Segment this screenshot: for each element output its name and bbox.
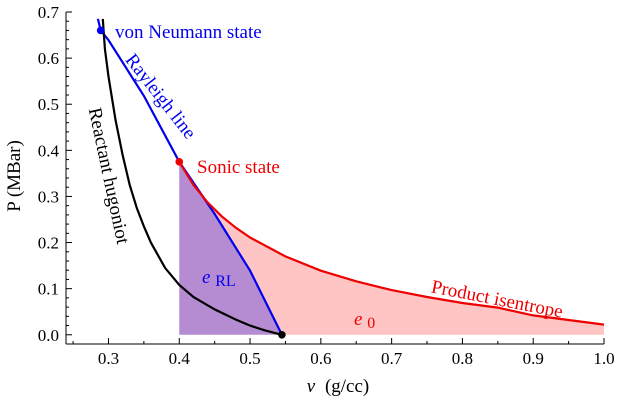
product-curve — [178, 161, 605, 326]
reactant-curve — [101, 18, 283, 336]
x-tick-label: 1.0 — [593, 349, 614, 368]
y-tick-label: 0.7 — [38, 3, 60, 22]
von-neumann-point — [96, 26, 105, 35]
x-tick-label: 0.8 — [452, 349, 473, 368]
e0-main: e — [354, 309, 362, 330]
y-tick-label: 0.6 — [38, 49, 59, 68]
y-tick-label: 0.5 — [38, 95, 59, 114]
state-markers — [96, 26, 286, 339]
e-rl-sub: RL — [215, 273, 235, 290]
sonic-state-label: Sonic state — [197, 157, 280, 178]
von-neumann-label: von Neumann state — [115, 22, 262, 43]
initial-state-point — [278, 330, 286, 339]
x-tick-label: 0.5 — [239, 349, 260, 368]
e-rl-label: e RL — [202, 267, 236, 290]
y-axis-label: P (MBar) — [4, 140, 25, 212]
x-tick-label: 0.7 — [381, 349, 403, 368]
x-tick-label: 0.4 — [169, 349, 191, 368]
shaded-areas — [179, 161, 604, 335]
e0-sub: 0 — [367, 315, 375, 332]
y-tick-label: 0.3 — [38, 187, 59, 206]
e-rl-area — [179, 161, 282, 335]
x-axis-label: v (g/cc) — [307, 376, 370, 397]
x-tick-label: 0.9 — [523, 349, 544, 368]
x-axis-var: v — [307, 376, 316, 397]
x-tick-label: 0.6 — [310, 349, 331, 368]
tick-labels: 0.3 0.4 0.5 0.6 0.7 0.8 0.9 1.0 0.0 0.1 0.2 0.3 0.4 0… — [38, 3, 615, 368]
x-tick-label: 0.3 — [98, 349, 119, 368]
y-tick-label: 0.4 — [38, 141, 60, 160]
y-tick-label: 0.0 — [38, 326, 59, 345]
y-tick-label: 0.1 — [38, 280, 59, 299]
x-axis-units: (g/cc) — [325, 376, 369, 397]
axes — [65, 11, 605, 345]
y-tick-label: 0.2 — [38, 234, 59, 253]
reactant-hugoniot-label: Reactant hugoniot — [84, 106, 134, 247]
e0-area — [179, 161, 604, 335]
sonic-state-point — [175, 158, 184, 166]
e0-label: e 0 — [354, 309, 375, 332]
e-rl-main: e — [202, 267, 210, 288]
rayleigh-line-label: Rayleigh line — [121, 50, 200, 143]
